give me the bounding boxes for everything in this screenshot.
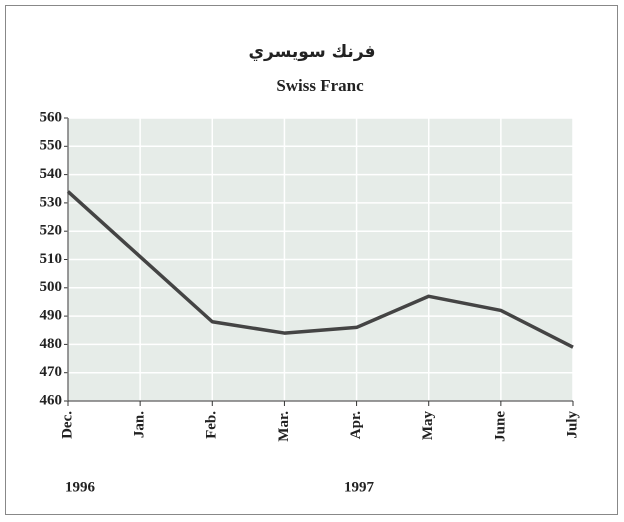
x-tick-label: Mar. <box>276 411 292 442</box>
x-tick-label: Dec. <box>59 411 75 439</box>
y-tick-label: 510 <box>40 251 63 267</box>
y-tick-label: 490 <box>40 308 63 324</box>
y-tick-label: 480 <box>40 336 63 352</box>
y-tick-label: 500 <box>40 279 63 295</box>
y-tick-label: 550 <box>40 138 63 154</box>
year-label: 1997 <box>344 479 375 495</box>
x-tick-label: Apr. <box>348 411 364 439</box>
y-tick-label: 560 <box>40 109 63 125</box>
x-tick-label: May <box>420 411 436 441</box>
y-tick-label: 520 <box>40 223 63 239</box>
x-tick-label: Feb. <box>204 411 220 439</box>
chart-title: فرنك سويسري <box>248 42 375 62</box>
y-tick-label: 470 <box>40 364 63 380</box>
y-tick-label: 530 <box>40 194 63 210</box>
x-tick-label: July <box>564 411 580 439</box>
chart-subtitle: Swiss Franc <box>276 76 364 95</box>
y-tick-label: 540 <box>40 166 63 182</box>
x-tick-label: June <box>492 411 508 442</box>
x-tick-label: Jan. <box>132 411 148 438</box>
year-label: 1996 <box>65 479 96 495</box>
line <box>66 190 574 349</box>
y-tick-label: 460 <box>40 392 63 408</box>
